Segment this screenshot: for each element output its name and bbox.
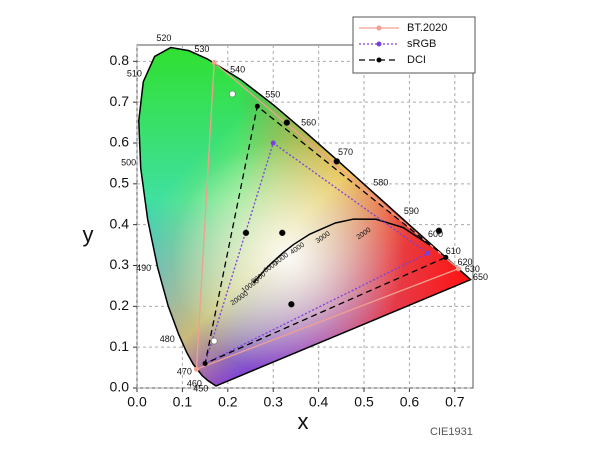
marker-point bbox=[435, 227, 443, 234]
gamut-triangle bbox=[195, 61, 459, 371]
marker-point bbox=[242, 229, 250, 237]
legend-label: BT.2020 bbox=[407, 22, 447, 34]
y-tick-label: 0.3 bbox=[110, 256, 130, 272]
marker-point bbox=[288, 301, 295, 308]
wavelength-label: 470 bbox=[177, 366, 192, 376]
y-tick-label: 0.0 bbox=[110, 379, 130, 395]
gamut-triangle bbox=[204, 141, 428, 365]
legend-label: sRGB bbox=[407, 38, 436, 50]
wavelength-label: 570 bbox=[338, 147, 353, 157]
wavelength-label: 460 bbox=[187, 378, 202, 388]
wavelength-label: 450 bbox=[193, 384, 208, 394]
wavelength-label: 540 bbox=[230, 65, 245, 75]
marker-point bbox=[229, 90, 236, 98]
x-tick-label: 0.4 bbox=[309, 394, 329, 410]
marker-point bbox=[333, 158, 340, 165]
y-tick-label: 0.7 bbox=[110, 93, 130, 109]
vertex-point bbox=[270, 140, 276, 146]
y-tick-label: 0.8 bbox=[110, 52, 130, 68]
gamut-fill bbox=[138, 47, 471, 386]
wavelength-label: 480 bbox=[160, 334, 175, 344]
wavelength-label: 600 bbox=[428, 229, 443, 239]
vertex-point bbox=[254, 103, 260, 109]
wavelength-label: 490 bbox=[136, 263, 151, 273]
y-tick-label: 0.6 bbox=[110, 134, 130, 150]
wavelength-label: 630 bbox=[465, 264, 480, 274]
legend-box bbox=[352, 16, 476, 74]
legend-label: DCI bbox=[407, 54, 426, 66]
y-tick-label: 0.1 bbox=[110, 338, 130, 354]
y-tick-label: 0.4 bbox=[110, 215, 130, 231]
x-tick-label: 0.6 bbox=[400, 394, 420, 410]
wavelength-label: 620 bbox=[457, 257, 472, 267]
legend-marker bbox=[376, 41, 382, 47]
marker-point bbox=[279, 229, 286, 237]
legend-marker bbox=[376, 25, 382, 31]
wavelength-label: 500 bbox=[121, 157, 136, 167]
gamut-gradient bbox=[138, 47, 471, 386]
legend-marker bbox=[376, 57, 382, 63]
wavelength-label: 510 bbox=[127, 68, 142, 78]
legend: BT.2020 sRGB DCI bbox=[352, 16, 476, 74]
x-tick-label: 0.7 bbox=[445, 394, 465, 410]
x-tick-label: 0.0 bbox=[127, 394, 147, 410]
wavelength-label: 560 bbox=[301, 118, 316, 128]
lines bbox=[138, 46, 472, 387]
marker-point bbox=[283, 119, 291, 126]
x-tick-label: 0.3 bbox=[263, 394, 283, 410]
wavelength-label: 610 bbox=[446, 246, 461, 256]
grid: 0.0 0.1 0.2 0.3 0.4 0.5 0.6 0.7 0.0 0.1 0.2 0.3 0.4 0… bbox=[110, 45, 473, 410]
watermark: CIE1931 bbox=[430, 426, 473, 438]
vertex-point bbox=[425, 250, 431, 256]
y-axis-label: y bbox=[83, 222, 94, 247]
vertex-point bbox=[455, 266, 461, 272]
vertex-point bbox=[202, 361, 208, 366]
planckian-locus bbox=[252, 218, 434, 284]
vertex-point bbox=[211, 60, 217, 66]
wavelength-label: 550 bbox=[265, 90, 280, 100]
vertex-point bbox=[193, 366, 199, 372]
gamut-triangle bbox=[204, 105, 447, 365]
y-tick-label: 0.5 bbox=[110, 175, 130, 191]
wavelength-label: 580 bbox=[373, 178, 388, 188]
wavelength-label: 530 bbox=[194, 44, 209, 54]
y-tick-label: 0.2 bbox=[110, 297, 130, 313]
x-tick-label: 0.5 bbox=[354, 394, 374, 410]
vertex-point bbox=[443, 254, 449, 260]
x-tick-label: 0.1 bbox=[173, 394, 193, 410]
x-axis-label: x bbox=[298, 409, 309, 434]
marker-point bbox=[210, 337, 218, 345]
x-tick-label: 0.2 bbox=[218, 394, 238, 410]
wavelength-label: 520 bbox=[156, 33, 171, 43]
wavelength-label: 650 bbox=[473, 272, 488, 282]
wavelength-label: 590 bbox=[404, 206, 419, 216]
